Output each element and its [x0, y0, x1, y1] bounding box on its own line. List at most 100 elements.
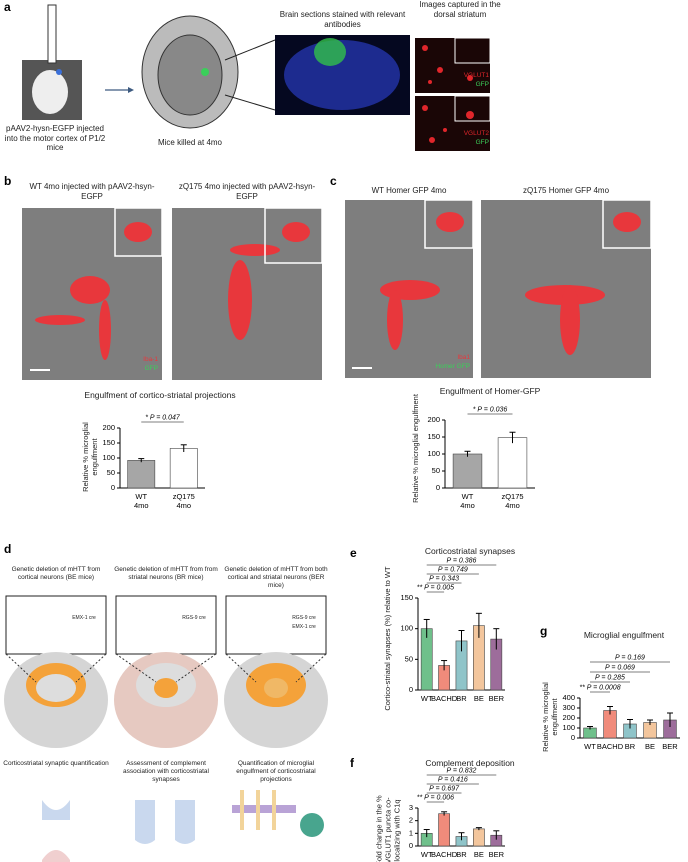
- legend-label: Iba-1: [143, 356, 158, 363]
- images-caption: Images captured in the dorsal striatum: [419, 0, 501, 19]
- inset: [602, 199, 652, 249]
- y-tick-label: 400: [562, 693, 575, 702]
- panel-label: e: [350, 546, 357, 560]
- bar: [497, 437, 528, 489]
- x-tick-label: BACHD: [597, 742, 624, 751]
- x-tick-label: zQ175 4mo: [501, 492, 523, 510]
- image-title: zQ175 4mo injected with pAAV2-hsyn-EGFP: [178, 182, 316, 201]
- p-value: P = 0.832: [447, 768, 477, 775]
- column-caption: Quantification of microglial engulfment …: [236, 760, 316, 783]
- panel-label: f: [350, 756, 354, 770]
- panel-label: d: [4, 542, 12, 556]
- x-tick-label: BER: [489, 850, 505, 859]
- sections-caption: Brain sections stained with relevant ant…: [279, 10, 406, 29]
- stain: GFP: [475, 81, 489, 88]
- section-gfp: [314, 38, 346, 66]
- x-tick-label: BER: [489, 694, 505, 703]
- p-value: P = 0.386: [447, 558, 477, 565]
- y-tick-label: 1: [409, 828, 413, 837]
- stain: VGLUT2: [463, 130, 489, 137]
- y-tick-label: 50: [405, 654, 413, 663]
- y-tick-label: 50: [107, 468, 115, 477]
- p-value: P = 0.416: [438, 777, 468, 784]
- inset: [264, 207, 323, 264]
- x-tick-label: BR: [456, 694, 467, 703]
- p-value: P = 0.285: [595, 675, 625, 682]
- x-tick-label: WT: [421, 694, 433, 703]
- y-tick-label: 100: [562, 723, 575, 732]
- y-tick-label: 150: [427, 432, 440, 441]
- y-tick-label: 0: [409, 841, 413, 850]
- y-axis-label: Relative % microglial engulfment: [410, 394, 420, 503]
- y-axis-label: Relative % microglial engulfment: [541, 682, 559, 752]
- y-tick-label: 100: [400, 624, 413, 633]
- chart-title: Corticostriatal synapses: [424, 546, 516, 556]
- p-value: * P = 0.047: [145, 415, 181, 422]
- zoom-line: [224, 94, 276, 111]
- p-value: P = 0.169: [615, 655, 645, 662]
- brain: [157, 34, 223, 116]
- bar: [473, 828, 485, 847]
- x-tick-label: WT 4mo: [134, 492, 149, 510]
- y-tick-label: 0: [436, 483, 440, 492]
- legend-label: Iba1: [457, 354, 470, 361]
- p-value: P = 0.343: [429, 576, 459, 583]
- x-tick-label: zQ175 4mo: [173, 492, 195, 510]
- bar: [603, 710, 617, 739]
- y-tick-label: 3: [409, 803, 413, 812]
- panel-d-graphics: [4, 595, 328, 862]
- column-heading: Genetic deletion of mHTT from both corti…: [224, 566, 328, 589]
- stain: GFP: [475, 139, 489, 146]
- x-tick-label: BR: [456, 850, 467, 859]
- column-heading: Genetic deletion of mHTT from from stria…: [114, 566, 218, 581]
- micrograph-vglut2: [415, 96, 490, 151]
- panel-label: c: [330, 174, 337, 188]
- injection-site: [56, 69, 62, 75]
- x-tick-label: BE: [474, 850, 484, 859]
- y-axis-label: Fold change in the % VGLUT1 puncta co-lo…: [374, 795, 402, 862]
- p-value: P = 0.697: [429, 786, 460, 793]
- legend-label: Homer GFP: [435, 363, 470, 370]
- cre-label: RGS-9 cre: [182, 615, 206, 621]
- y-tick-label: 300: [562, 703, 575, 712]
- legend-label: GFP: [144, 365, 158, 372]
- microglia: [35, 212, 641, 360]
- image-title: WT 4mo injected with pAAV2-hsyn-EGFP: [29, 182, 155, 201]
- y-tick-label: 0: [111, 483, 115, 492]
- chart-title: Engulfment of cortico-striatal projectio…: [84, 390, 236, 400]
- x-tick-label: BE: [474, 694, 484, 703]
- panel-label: a: [4, 0, 11, 14]
- injection-caption: pAAV2-hysn-EGFP injected into the motor …: [4, 124, 106, 153]
- x-tick-label: BER: [662, 742, 678, 751]
- bar: [127, 460, 156, 489]
- x-tick-label: BR: [625, 742, 636, 751]
- y-tick-label: 100: [102, 453, 115, 462]
- x-tick-label: BACHD: [431, 694, 458, 703]
- cre-label: EMX-1 cre: [292, 624, 316, 630]
- inset: [454, 37, 491, 64]
- y-tick-label: 200: [427, 415, 440, 424]
- y-axis-label: Cortico-striatal synapses (%) relative t…: [383, 566, 393, 711]
- y-tick-label: 150: [400, 593, 413, 602]
- chart-title: Complement deposition: [425, 758, 515, 768]
- chart-title: Microglial engulfment: [583, 630, 665, 640]
- image-title: zQ175 Homer GFP 4mo: [522, 186, 610, 195]
- p-value: P = 0.749: [438, 567, 468, 574]
- section-tissue: [284, 40, 400, 110]
- y-tick-label: 2: [409, 816, 413, 825]
- x-tick-label: BACHD: [431, 850, 458, 859]
- y-axis-label: Relative % microglial engulfment: [81, 422, 99, 492]
- y-tick-label: 100: [427, 449, 440, 458]
- puncta: [422, 45, 474, 143]
- y-tick-label: 200: [102, 423, 115, 432]
- x-tick-label: WT: [421, 850, 433, 859]
- bar: [452, 453, 483, 489]
- bar: [169, 448, 198, 489]
- arrow-head: [128, 87, 134, 93]
- killed-caption: Mice killed at 4mo: [157, 138, 223, 147]
- x-tick-label: WT: [584, 742, 596, 751]
- p-value: P = 0.069: [605, 665, 635, 672]
- x-tick-label: WT 4mo: [460, 492, 475, 510]
